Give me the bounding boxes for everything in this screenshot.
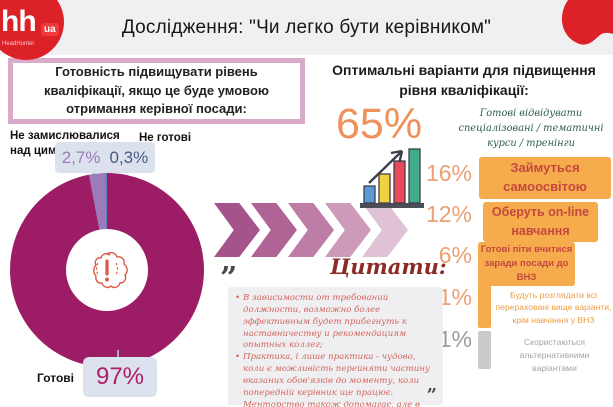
value-ready: 97% xyxy=(83,357,157,397)
label-not-considered: Не замислювалися над цим xyxy=(10,130,120,157)
quotes-list: В зависимости от требований должности, в… xyxy=(235,293,435,407)
stat-12-value: 12% xyxy=(425,201,472,227)
quotes-title: Цитати: xyxy=(330,254,447,279)
stat-6-value: 6% xyxy=(438,242,472,268)
value-not-considered: 2,7% xyxy=(61,147,101,167)
stat-6-label: Готові піти вчитися заради посади до ВНЗ xyxy=(478,242,575,286)
stat-1b-bar xyxy=(478,331,491,369)
stat-12-label: Оберуть on-line навчання xyxy=(483,202,598,242)
quote-item: В зависимости от требований должности, в… xyxy=(235,293,435,352)
stat-16-label: Займуться самоосвітою xyxy=(479,157,611,199)
hh-logo: hh ua HeadHunter xyxy=(0,0,64,60)
stat-65-label: Готові відвідувати спеціалізовані / тема… xyxy=(458,108,604,150)
hh-logo-text: hh xyxy=(1,5,37,38)
page-title: Дослідження: "Чи легко бути керівником" xyxy=(121,16,492,38)
stat-1b-value: 1% xyxy=(438,326,472,352)
stat-16-value: 16% xyxy=(425,160,472,186)
right-panel-title: Оптимальні варіанти для підвищення рівня… xyxy=(332,62,596,98)
header-bar: Дослідження: "Чи легко бути керівником" xyxy=(0,0,613,55)
quotes-box: В зависимости от требований должности, в… xyxy=(228,287,443,407)
donut-chart xyxy=(10,173,204,367)
decorative-blob-icon xyxy=(561,0,613,45)
stat-1b-label: Скористаються альтернативними варіантами xyxy=(519,337,590,373)
stat-1a-label: Будуть розглядати всі перераховані вище … xyxy=(495,290,612,325)
left-panel-title: Готовність підвищувати рівень кваліфікац… xyxy=(8,58,305,124)
donut-callout-values: 2,7% 0,3% xyxy=(55,142,155,173)
stat-1a-bar xyxy=(478,284,491,328)
callout-line xyxy=(117,350,119,358)
brain-exclamation-icon xyxy=(93,251,128,289)
label-not-ready: Не готові xyxy=(139,132,192,144)
stat-1a-value: 1% xyxy=(438,284,472,310)
stat-65-value: 65% xyxy=(336,100,423,148)
value-not-ready: 0,3% xyxy=(109,147,149,167)
growth-bar-chart-icon xyxy=(360,148,424,208)
donut-hole xyxy=(66,229,148,311)
label-ready: Готові xyxy=(37,371,74,385)
close-quote-icon: ” xyxy=(426,385,437,406)
hh-logo-domain: ua xyxy=(41,23,59,36)
chevron-right-icon xyxy=(214,203,260,257)
hh-logo-subtitle: HeadHunter xyxy=(2,41,35,47)
quote-item: Практика, і лише практика - чудово, коли… xyxy=(235,352,435,407)
